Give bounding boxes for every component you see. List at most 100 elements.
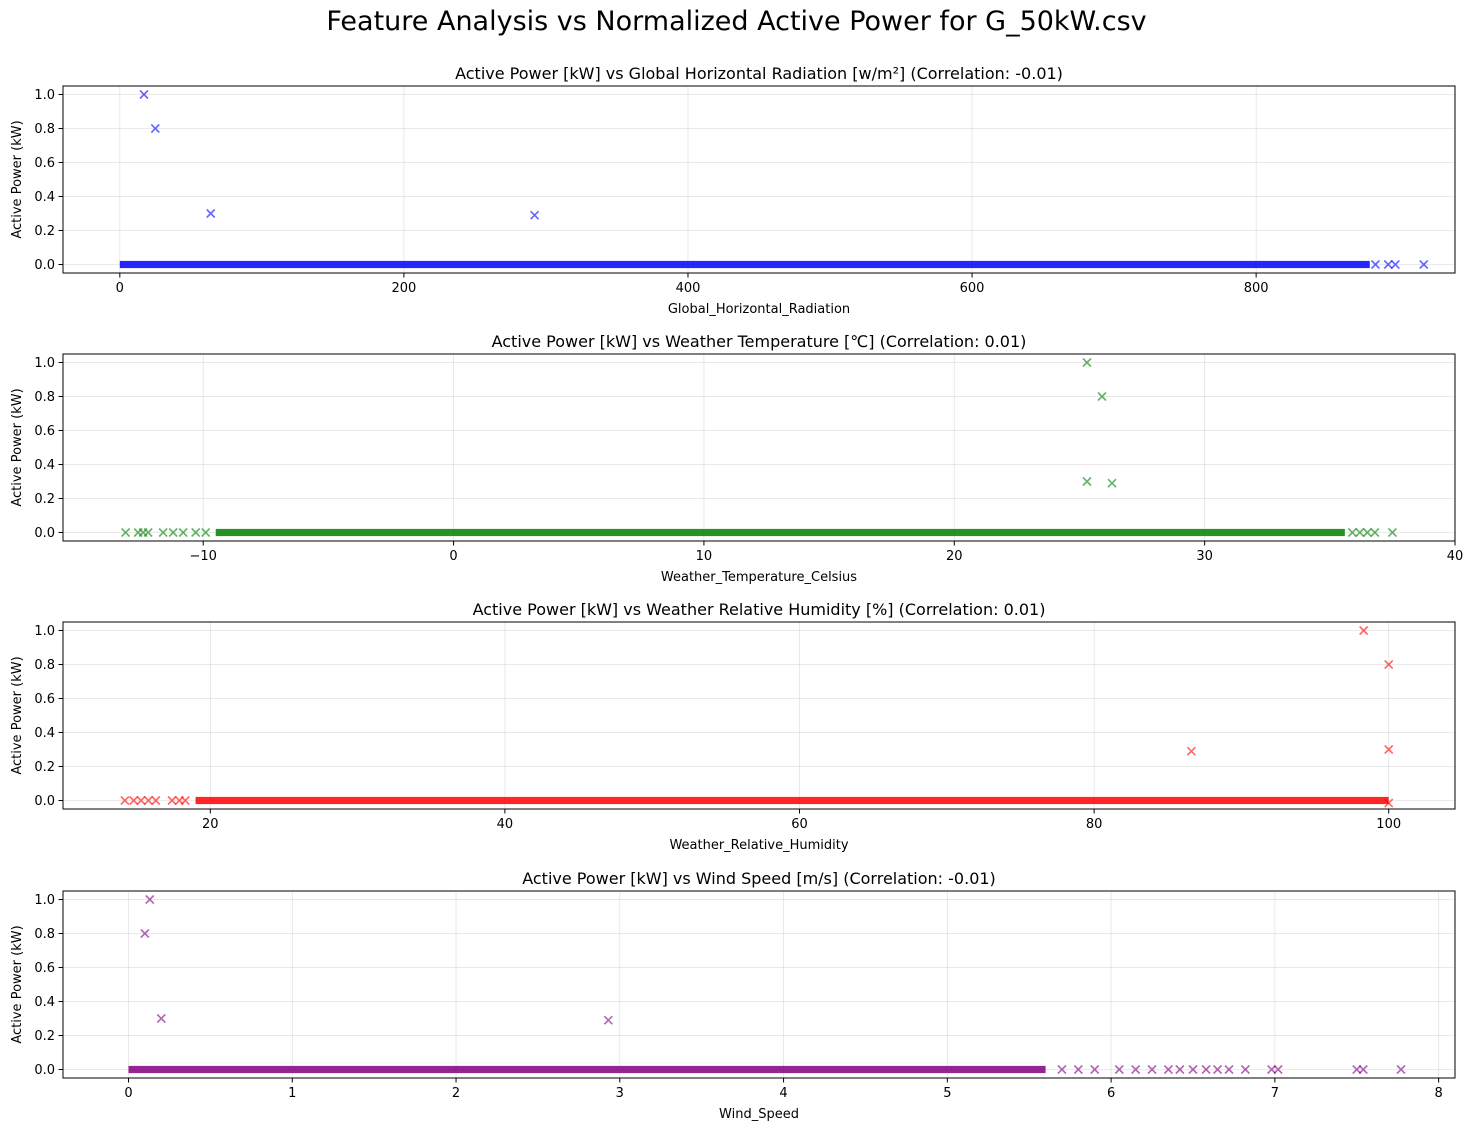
data-point xyxy=(530,210,540,220)
y-tick-label: 0.6 xyxy=(34,424,55,439)
x-tick-label: 8 xyxy=(1434,1086,1442,1101)
x-axis-label: Global_Horizontal_Radiation xyxy=(668,302,850,317)
subplot-1: 0 200 400 600 800 0.0 0.2 0.4 0.6 0.8 1.0 Active Po… xyxy=(10,64,1456,317)
data-point xyxy=(140,928,150,939)
y-tick-label: 0.0 xyxy=(34,258,55,273)
x-tick-label: 30 xyxy=(1196,549,1213,564)
data-point xyxy=(168,527,178,538)
y-tick-label: 0.4 xyxy=(34,458,55,473)
data-point xyxy=(151,795,161,806)
y-tick-label: 0.6 xyxy=(34,961,55,976)
x-tick-label: 0 xyxy=(116,281,124,296)
data-point xyxy=(129,795,139,806)
x-tick-label: 7 xyxy=(1271,1086,1279,1101)
y-axis-label: Active Power (kW) xyxy=(10,388,25,506)
data-point xyxy=(150,123,160,134)
data-point xyxy=(1362,527,1372,538)
y-axis-label: Active Power (kW) xyxy=(10,656,25,774)
x-tick-label: 40 xyxy=(1447,549,1464,564)
y-tick-label: 0.8 xyxy=(34,658,55,673)
data-point xyxy=(1347,527,1357,538)
data-point xyxy=(1267,1064,1277,1075)
data-point xyxy=(1057,1064,1067,1075)
data-point xyxy=(1359,625,1369,636)
x-tick-label: 600 xyxy=(960,281,985,296)
y-tick-label: 0.4 xyxy=(34,995,55,1010)
data-point xyxy=(1370,527,1380,538)
data-point xyxy=(1090,1064,1100,1075)
data-point xyxy=(1384,798,1394,808)
x-tick-label: 1 xyxy=(288,1086,296,1101)
subplot-title: Active Power [kW] vs Weather Relative Hu… xyxy=(473,600,1046,619)
y-tick-label: 0.6 xyxy=(34,156,55,171)
data-point xyxy=(1131,1064,1141,1075)
subplot-title: Active Power [kW] vs Wind Speed [m/s] (C… xyxy=(522,869,996,888)
data-point xyxy=(1147,1064,1157,1075)
data-point xyxy=(136,795,146,806)
data-point xyxy=(206,208,216,219)
data-point xyxy=(1370,259,1381,270)
y-tick-label: 0.4 xyxy=(34,190,55,205)
subplot-2: −10 0 10 20 30 40 0.0 0.2 0.4 0.6 0.8 1.0 Active Pow… xyxy=(10,332,1463,585)
baseline-point-band xyxy=(128,1065,1046,1074)
y-tick-label: 1.0 xyxy=(34,356,55,371)
y-tick-label: 0.0 xyxy=(34,1063,55,1078)
data-point xyxy=(1186,746,1196,756)
axes-frame xyxy=(62,85,1456,274)
y-axis-label: Active Power (kW) xyxy=(10,925,25,1043)
data-point xyxy=(143,795,154,806)
data-point xyxy=(1188,1064,1198,1075)
data-point xyxy=(1082,357,1092,368)
y-tick-label: 0.6 xyxy=(34,692,55,707)
data-point xyxy=(1387,527,1397,538)
data-point xyxy=(1352,1064,1362,1075)
data-point xyxy=(1175,1064,1185,1075)
data-point xyxy=(145,894,155,905)
x-tick-label: 3 xyxy=(616,1086,624,1101)
x-axis-label: Weather_Relative_Humidity xyxy=(669,838,848,853)
x-tick-label: 5 xyxy=(943,1086,951,1101)
data-point xyxy=(1212,1064,1223,1075)
data-point xyxy=(1358,1064,1368,1075)
x-axis-label: Wind_Speed xyxy=(719,1107,799,1122)
y-tick-label: 0.2 xyxy=(34,1029,55,1044)
data-point xyxy=(121,527,131,538)
subplot-title: Active Power [kW] vs Global Horizontal R… xyxy=(455,64,1063,83)
data-point xyxy=(1355,527,1365,538)
x-tick-label: 800 xyxy=(1244,281,1269,296)
x-tick-label: 100 xyxy=(1376,817,1401,832)
y-tick-label: 1.0 xyxy=(34,88,55,103)
x-tick-label: −10 xyxy=(189,549,216,564)
y-tick-label: 0.0 xyxy=(34,794,55,809)
subplot-title: Active Power [kW] vs Weather Temperature… xyxy=(492,332,1027,351)
data-point xyxy=(143,527,153,538)
y-tick-label: 0.8 xyxy=(34,390,55,405)
y-tick-label: 0.2 xyxy=(34,760,55,775)
x-tick-label: 0 xyxy=(124,1086,132,1101)
x-tick-label: 20 xyxy=(946,549,963,564)
y-axis-label: Active Power (kW) xyxy=(10,120,25,238)
x-tick-label: 400 xyxy=(676,281,701,296)
data-point xyxy=(167,795,177,806)
x-tick-label: 60 xyxy=(791,817,808,832)
x-tick-label: 80 xyxy=(1086,817,1103,832)
data-point xyxy=(1201,1064,1211,1075)
data-point xyxy=(1073,1064,1083,1075)
axes-frame xyxy=(62,353,1456,542)
axes-frame xyxy=(62,621,1456,810)
baseline-point-band xyxy=(195,796,1389,805)
data-point xyxy=(1390,259,1400,270)
data-point xyxy=(1273,1064,1283,1075)
x-tick-label: 200 xyxy=(391,281,416,296)
figure-title: Feature Analysis vs Normalized Active Po… xyxy=(326,6,1147,37)
data-point xyxy=(1097,391,1107,402)
data-point xyxy=(1383,259,1393,270)
data-point xyxy=(1419,259,1429,270)
data-point xyxy=(180,795,190,806)
data-point xyxy=(1240,1064,1250,1075)
subplot-3: 20 40 60 80 100 0.0 0.2 0.4 0.6 0.8 1.0 Active Powe… xyxy=(10,600,1456,853)
y-tick-label: 1.0 xyxy=(34,624,55,639)
x-tick-label: 6 xyxy=(1107,1086,1115,1101)
data-point xyxy=(1396,1064,1406,1075)
